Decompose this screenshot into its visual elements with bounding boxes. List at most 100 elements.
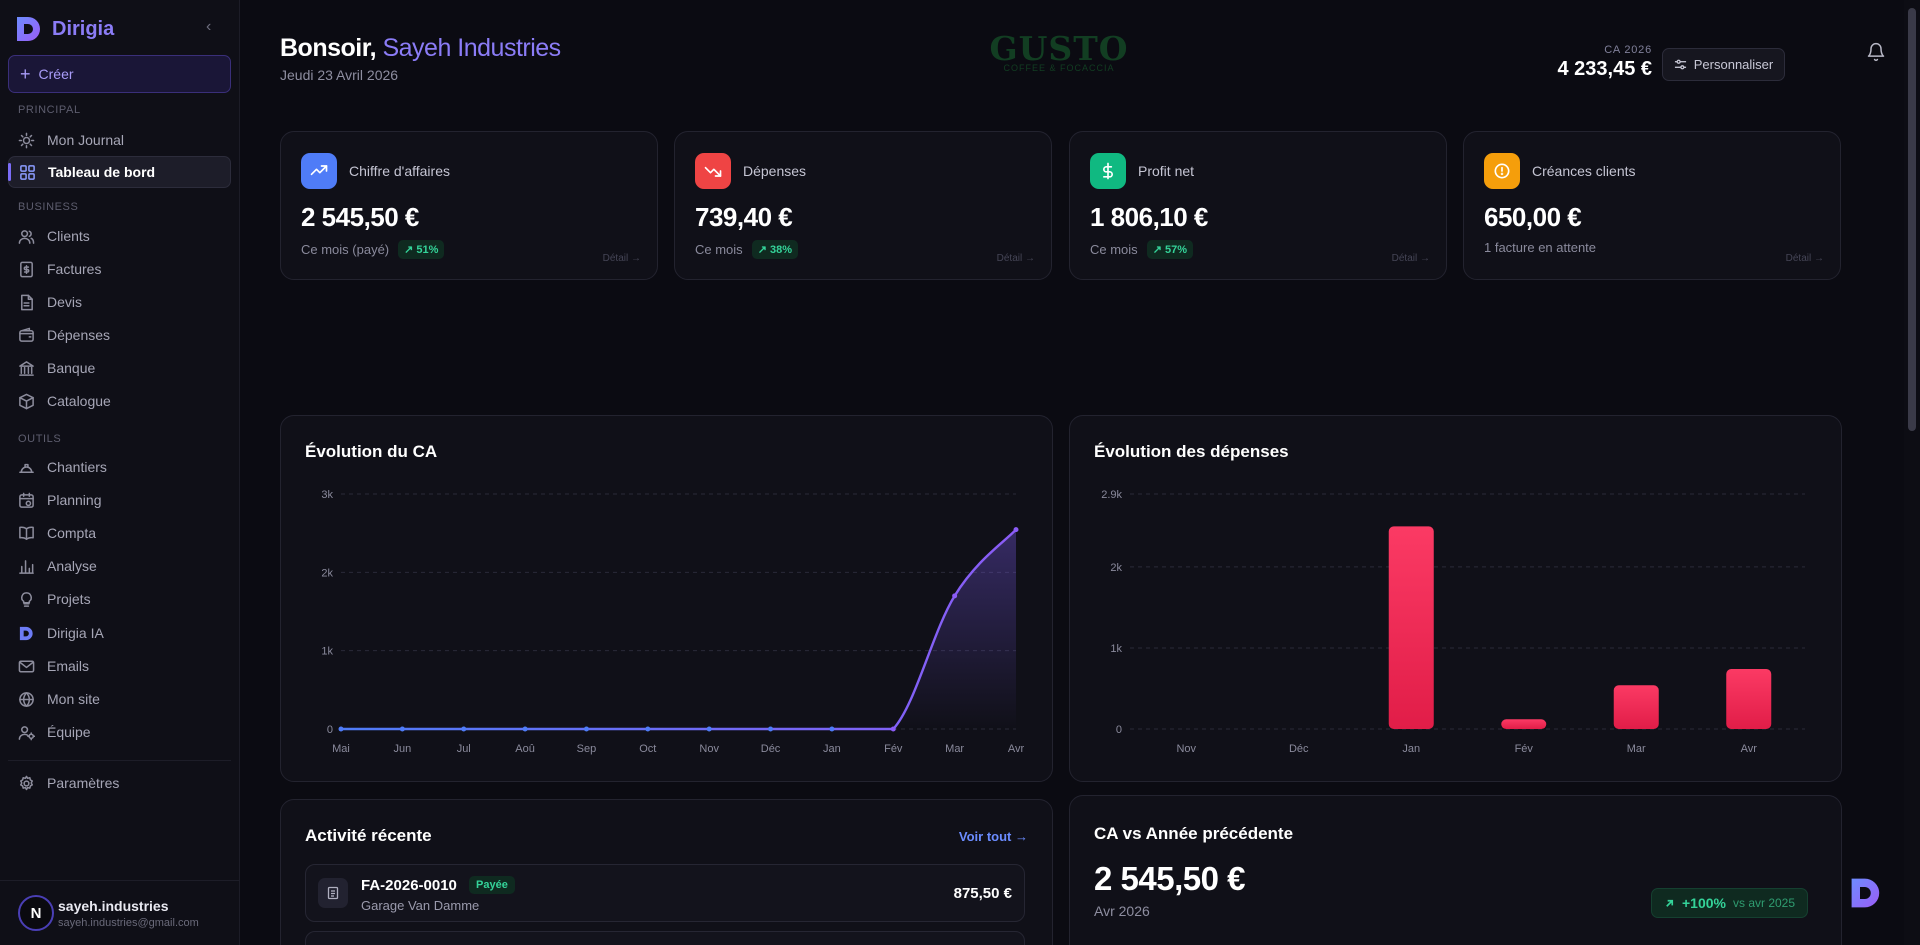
kpi-subtitle: Ce mois: [1090, 242, 1138, 257]
x-tick-label: Mar: [945, 743, 964, 755]
kpi-title: Profit net: [1138, 163, 1195, 179]
data-point[interactable]: [522, 726, 528, 732]
kpi-detail-link[interactable]: Détail →: [602, 253, 641, 264]
activity-row[interactable]: [305, 931, 1025, 945]
lightbulb-icon: [21, 591, 32, 607]
kpi-subtitle: Ce mois (payé): [301, 242, 390, 257]
x-tick-label: Nov: [699, 743, 719, 755]
sidebar-item-label: Banque: [47, 360, 96, 376]
client-name: Garage Van Damme: [361, 898, 480, 913]
sidebar-item-planning[interactable]: Planning: [8, 484, 231, 516]
plus-icon: +: [20, 64, 31, 84]
sidebar-item-mon-journal[interactable]: Mon Journal: [8, 124, 231, 156]
dirigia-logo-icon: [17, 17, 40, 41]
expense-bar[interactable]: [1613, 685, 1659, 729]
sidebar-item-analyse[interactable]: Analyse: [8, 550, 231, 582]
y-tick-label: 3k: [321, 489, 333, 501]
x-tick-label: Mar: [1627, 743, 1646, 755]
create-button[interactable]: + Créer: [8, 55, 231, 93]
sidebar-item-label: Factures: [47, 261, 102, 277]
kpi-detail-link[interactable]: Détail →: [1391, 253, 1430, 264]
kpi-icon-badge: [1484, 153, 1520, 189]
invoice-icon: [318, 878, 348, 908]
brand[interactable]: Dirigia: [14, 14, 114, 44]
customize-label: Personnaliser: [1693, 57, 1774, 72]
page-scrollbar[interactable]: [1904, 0, 1920, 945]
sidebar-item-devis[interactable]: Devis: [8, 286, 231, 318]
sidebar-item-chantiers[interactable]: Chantiers: [8, 451, 231, 483]
revenue-comparison-card: CA vs Année précédente 2 545,50 € Avr 20…: [1069, 795, 1842, 945]
expense-bar[interactable]: [1726, 669, 1772, 729]
kpi-detail-link[interactable]: Détail →: [1785, 253, 1824, 264]
scrollbar-thumb[interactable]: [1908, 8, 1916, 431]
sidebar-item-label: Chantiers: [47, 459, 107, 475]
sidebar-item-label: Analyse: [47, 558, 97, 574]
dirigia-assistant-icon[interactable]: [1848, 875, 1884, 911]
data-point[interactable]: [461, 726, 467, 732]
document-icon: [21, 294, 33, 310]
annual-revenue-label: CA 2026: [1604, 44, 1652, 56]
mail-icon: [18, 660, 35, 672]
see-all-link[interactable]: Voir tout →: [958, 829, 1028, 844]
sidebar-item-label: Projets: [47, 591, 91, 607]
kpi-detail-link[interactable]: Détail →: [996, 253, 1035, 264]
x-tick-label: Déc: [761, 743, 781, 755]
expense-bar[interactable]: [1501, 719, 1547, 729]
customize-button[interactable]: Personnaliser: [1662, 48, 1785, 81]
sidebar-item-clients[interactable]: Clients: [8, 220, 231, 252]
collapse-sidebar-icon[interactable]: ‹: [206, 18, 212, 35]
sidebar-item-parametres[interactable]: Paramètres: [8, 767, 231, 799]
data-point[interactable]: [583, 726, 589, 732]
sidebar-item-label: Dépenses: [47, 327, 111, 343]
data-point[interactable]: [645, 726, 651, 732]
sidebar-item-dirigia-ia[interactable]: Dirigia IA: [8, 617, 231, 649]
sliders-icon: [1674, 59, 1686, 70]
data-point[interactable]: [1013, 527, 1019, 533]
page-title: Bonsoir, Sayeh Industries: [280, 34, 561, 63]
sidebar-item-banque[interactable]: Banque: [8, 352, 231, 384]
avatar: N: [18, 895, 54, 931]
logo-word: GUSTO: [989, 29, 1129, 68]
globe-icon: [19, 691, 34, 707]
sidebar-item-label: Planning: [47, 492, 102, 508]
data-point[interactable]: [829, 726, 835, 732]
section-label-outils: OUTILS: [18, 433, 62, 445]
data-point[interactable]: [952, 593, 958, 599]
user-profile[interactable]: N sayeh.industries sayeh.industries@gmai…: [0, 880, 240, 945]
kpi-subtitle-row: 1 facture en attente: [1484, 240, 1596, 255]
sidebar-item-label: Devis: [47, 294, 83, 310]
data-point[interactable]: [768, 726, 774, 732]
x-tick-label: Aoû: [515, 743, 535, 755]
kpi-card[interactable]: Créances clients 650,00 € 1 facture en att…: [1463, 131, 1841, 280]
data-point[interactable]: [399, 726, 405, 732]
section-label-principal: PRINCIPAL: [18, 104, 81, 116]
sun-icon: [18, 132, 35, 148]
data-point[interactable]: [890, 726, 896, 732]
users-icon: [18, 229, 35, 244]
data-point[interactable]: [338, 726, 344, 732]
sidebar-item-equipe[interactable]: Équipe: [8, 716, 231, 748]
sidebar-item-compta[interactable]: Compta: [8, 517, 231, 549]
sidebar-item-emails[interactable]: Emails: [8, 650, 231, 682]
kpi-subtitle-row: Ce mois ↗ 57%: [1090, 240, 1193, 259]
invoice-amount: 875,50 €: [953, 885, 1012, 902]
y-tick-label: 2k: [1110, 562, 1122, 574]
dollar-icon: [1103, 162, 1113, 180]
sidebar-item-tableau-de-bord[interactable]: Tableau de bord: [8, 156, 231, 188]
bell-icon[interactable]: [1866, 42, 1886, 62]
company-logo: GUSTO COFFEE & FOCACCIA: [984, 29, 1134, 73]
kpi-card[interactable]: Dépenses 739,40 € Ce mois ↗ 38% Détail →: [674, 131, 1052, 280]
sidebar-item-depenses[interactable]: Dépenses: [8, 319, 231, 351]
kpi-icon-badge: [301, 153, 337, 189]
comparison-month: Avr 2026: [1094, 903, 1150, 919]
sidebar-item-projets[interactable]: Projets: [8, 583, 231, 615]
expense-bar[interactable]: [1388, 526, 1434, 729]
data-point[interactable]: [706, 726, 712, 732]
sidebar-item-mon-site[interactable]: Mon site: [8, 683, 231, 715]
sidebar-item-factures[interactable]: Factures: [8, 253, 231, 285]
activity-row[interactable]: FA-2026-0010 Payée Garage Van Damme 875,…: [305, 864, 1025, 922]
kpi-card[interactable]: Profit net 1 806,10 € Ce mois ↗ 57% Détail →: [1069, 131, 1447, 280]
kpi-card[interactable]: Chiffre d'affaires 2 545,50 € Ce mois (pay…: [280, 131, 658, 280]
sidebar-item-catalogue[interactable]: Catalogue: [8, 385, 231, 417]
sidebar: Dirigia ‹ + Créer PRINCIPAL Mon Journal T…: [0, 0, 240, 945]
